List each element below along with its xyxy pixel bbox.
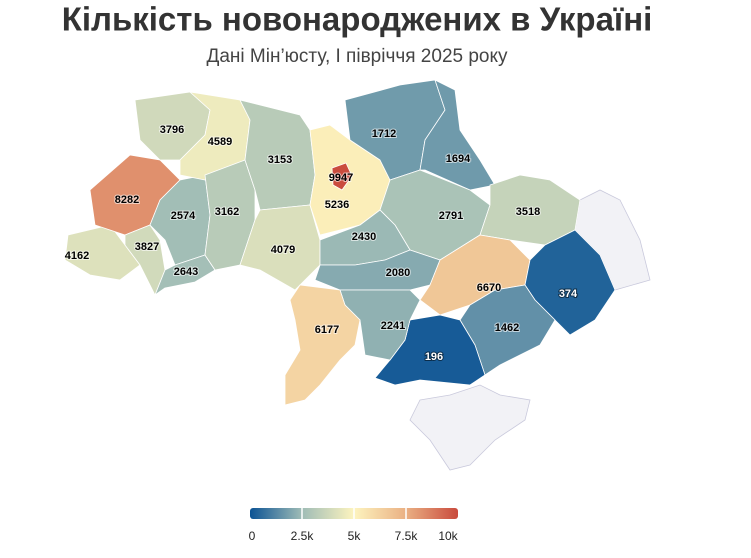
colorbar-tick-label: 0	[249, 529, 256, 543]
region-value-label: 4162	[65, 250, 89, 262]
region-value-label: 2643	[174, 266, 198, 278]
region-value-label: 9947	[329, 172, 353, 184]
region-value-label: 1462	[495, 322, 519, 334]
region-value-label: 3162	[215, 206, 239, 218]
no-data-region	[409, 384, 531, 471]
region-value-label: 3518	[516, 206, 540, 218]
region-value-label: 1712	[372, 128, 396, 140]
region-value-label: 1694	[446, 153, 471, 165]
colorbar-tick-label: 7.5k	[395, 529, 419, 543]
colorbar-tick-label: 5k	[348, 529, 362, 543]
region	[524, 229, 616, 336]
region-value-label: 374	[559, 288, 578, 300]
region-value-label: 2574	[171, 210, 196, 222]
colorbar-tick-label: 2.5k	[291, 529, 315, 543]
region-value-label: 2241	[381, 320, 405, 332]
region-value-label: 3153	[268, 154, 292, 166]
chart-subtitle: Дані Мін’юсту, І півріччя 2025 року	[206, 46, 508, 67]
region-value-label: 196	[425, 351, 443, 363]
region-value-label: 8282	[115, 194, 139, 206]
colorbar-tick-label: 10k	[438, 529, 458, 543]
region	[284, 284, 361, 406]
region-value-label: 2080	[386, 267, 410, 279]
region-value-label: 4079	[271, 244, 295, 256]
region-value-label: 2430	[352, 231, 376, 243]
region-value-label: 4589	[208, 136, 232, 148]
region-value-label: 6177	[315, 324, 339, 336]
region	[331, 162, 353, 191]
chart-title: Кількість новонароджених в Україні	[62, 1, 653, 38]
region-value-label: 5236	[325, 199, 349, 211]
region-value-label: 6670	[477, 282, 501, 294]
region-value-label: 3796	[160, 124, 184, 136]
region-value-label: 3827	[135, 241, 159, 253]
region-value-label: 2791	[439, 210, 463, 222]
